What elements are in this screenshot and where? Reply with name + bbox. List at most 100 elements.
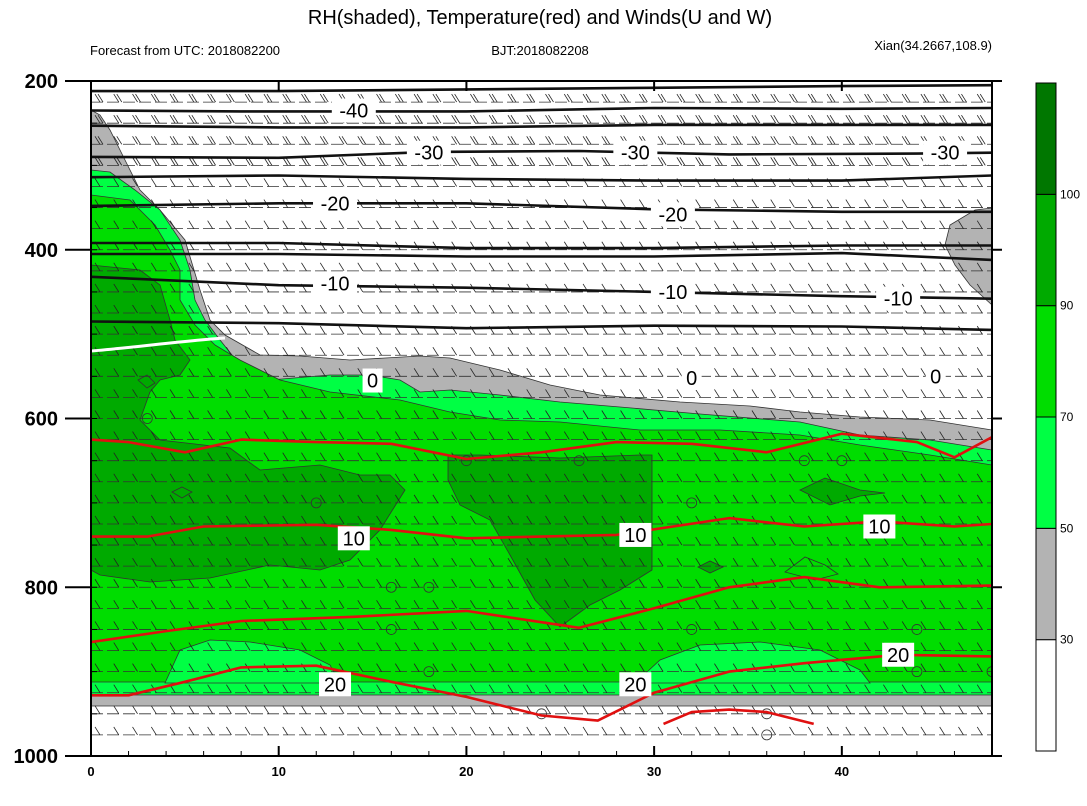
- wind-barb: [901, 347, 908, 356]
- wind-barb: [529, 114, 536, 124]
- contour-label-box: [337, 526, 370, 551]
- wind-barb: [413, 726, 420, 736]
- wind-barb: [639, 579, 645, 588]
- wind-barb: [789, 705, 795, 715]
- wind-barb: [413, 536, 420, 546]
- wind-barb: [807, 220, 814, 229]
- wind-barb: [563, 93, 570, 103]
- wind-barb: [432, 178, 439, 187]
- wind-barb: [413, 705, 420, 715]
- wind-barb: [958, 536, 964, 546]
- wind-barb: [904, 136, 911, 145]
- wind-barb: [301, 410, 307, 419]
- wind-barb: [563, 600, 570, 609]
- wind-barb: [244, 684, 251, 693]
- wind-barb: [958, 705, 964, 715]
- wind-barb: [226, 494, 232, 504]
- wind-barb: [698, 114, 705, 124]
- wind-barb: [695, 220, 702, 229]
- wind-barb: [526, 220, 533, 229]
- wind-barb: [357, 431, 364, 440]
- wind-barb: [601, 557, 608, 567]
- wind-barb: [958, 473, 964, 482]
- calm-wind-circle: [986, 666, 992, 678]
- wind-barb: [770, 347, 777, 356]
- wind-barb: [282, 705, 289, 715]
- wind-barb: [958, 347, 964, 356]
- wind-barb: [470, 726, 476, 736]
- wind-barb: [244, 431, 251, 440]
- wind-barb: [376, 347, 382, 356]
- wind-barb: [620, 600, 626, 609]
- wind-barb: [432, 600, 439, 609]
- wind-barb: [526, 579, 533, 588]
- wind-barb: [488, 515, 495, 525]
- contour-label-box: [313, 191, 358, 216]
- wind-barb: [244, 452, 251, 461]
- contour-label: 20: [624, 674, 646, 696]
- wind-barb: [94, 705, 101, 715]
- wind-barb: [394, 452, 401, 461]
- wind-barb: [920, 473, 927, 482]
- isotherm-black: [91, 83, 992, 93]
- wind-barb: [150, 114, 157, 124]
- wind-barb: [886, 136, 892, 145]
- x-tick-label: 40: [835, 764, 849, 779]
- wind-barb: [507, 347, 514, 356]
- wind-barb: [132, 705, 138, 715]
- calm-wind-circle: [423, 666, 435, 678]
- wind-barb: [826, 157, 833, 166]
- wind-barb: [620, 262, 626, 272]
- wind-barb: [413, 410, 420, 419]
- wind-barb: [454, 157, 460, 166]
- wind-barb: [976, 199, 983, 208]
- wind-barb: [792, 157, 798, 166]
- wind-barb: [451, 262, 457, 272]
- wind-barb: [394, 473, 401, 482]
- wind-barb: [695, 93, 702, 103]
- wind-barb: [732, 410, 739, 419]
- chart-subtitle-center: BJT:2018082208: [491, 43, 589, 58]
- wind-barb: [470, 157, 476, 166]
- wind-barb: [301, 642, 307, 651]
- wind-barb: [319, 494, 326, 504]
- wind-barb: [979, 136, 986, 145]
- wind-barb: [751, 452, 758, 461]
- wind-barb: [470, 515, 476, 525]
- wind-barb: [620, 473, 626, 482]
- wind-barb: [920, 368, 927, 377]
- wind-barb: [563, 473, 570, 482]
- wind-barb: [883, 114, 889, 124]
- wind-barb: [338, 726, 345, 736]
- wind-barb: [864, 663, 870, 672]
- wind-barb: [826, 663, 833, 672]
- wind-barb: [526, 410, 533, 419]
- wind-barb: [639, 347, 645, 356]
- wind-barb: [939, 389, 946, 398]
- wind-barb: [150, 452, 157, 461]
- wind-barb: [132, 325, 138, 335]
- wind-barb: [679, 114, 686, 124]
- calm-wind-circle: [798, 455, 810, 467]
- wind-barb: [94, 726, 101, 736]
- wind-barb: [132, 304, 138, 314]
- wind-barb: [169, 325, 176, 335]
- wind-barb: [394, 663, 401, 672]
- wind-barb: [864, 452, 870, 461]
- contour-label: -10: [884, 289, 913, 311]
- wind-barb: [807, 431, 814, 440]
- wind-barb: [397, 93, 404, 103]
- wind-barb: [132, 389, 138, 398]
- wind-barb: [829, 93, 836, 103]
- wind-barb: [545, 536, 551, 546]
- wind-barb: [789, 347, 795, 356]
- wind-barb: [207, 705, 213, 715]
- wind-barb: [601, 389, 608, 398]
- wind-barb: [207, 262, 213, 272]
- isotherm-black: [91, 241, 992, 250]
- wind-barb: [717, 114, 723, 124]
- wind-barb: [601, 431, 608, 440]
- wind-barb: [585, 114, 592, 124]
- y-tick-label: 400: [25, 240, 58, 262]
